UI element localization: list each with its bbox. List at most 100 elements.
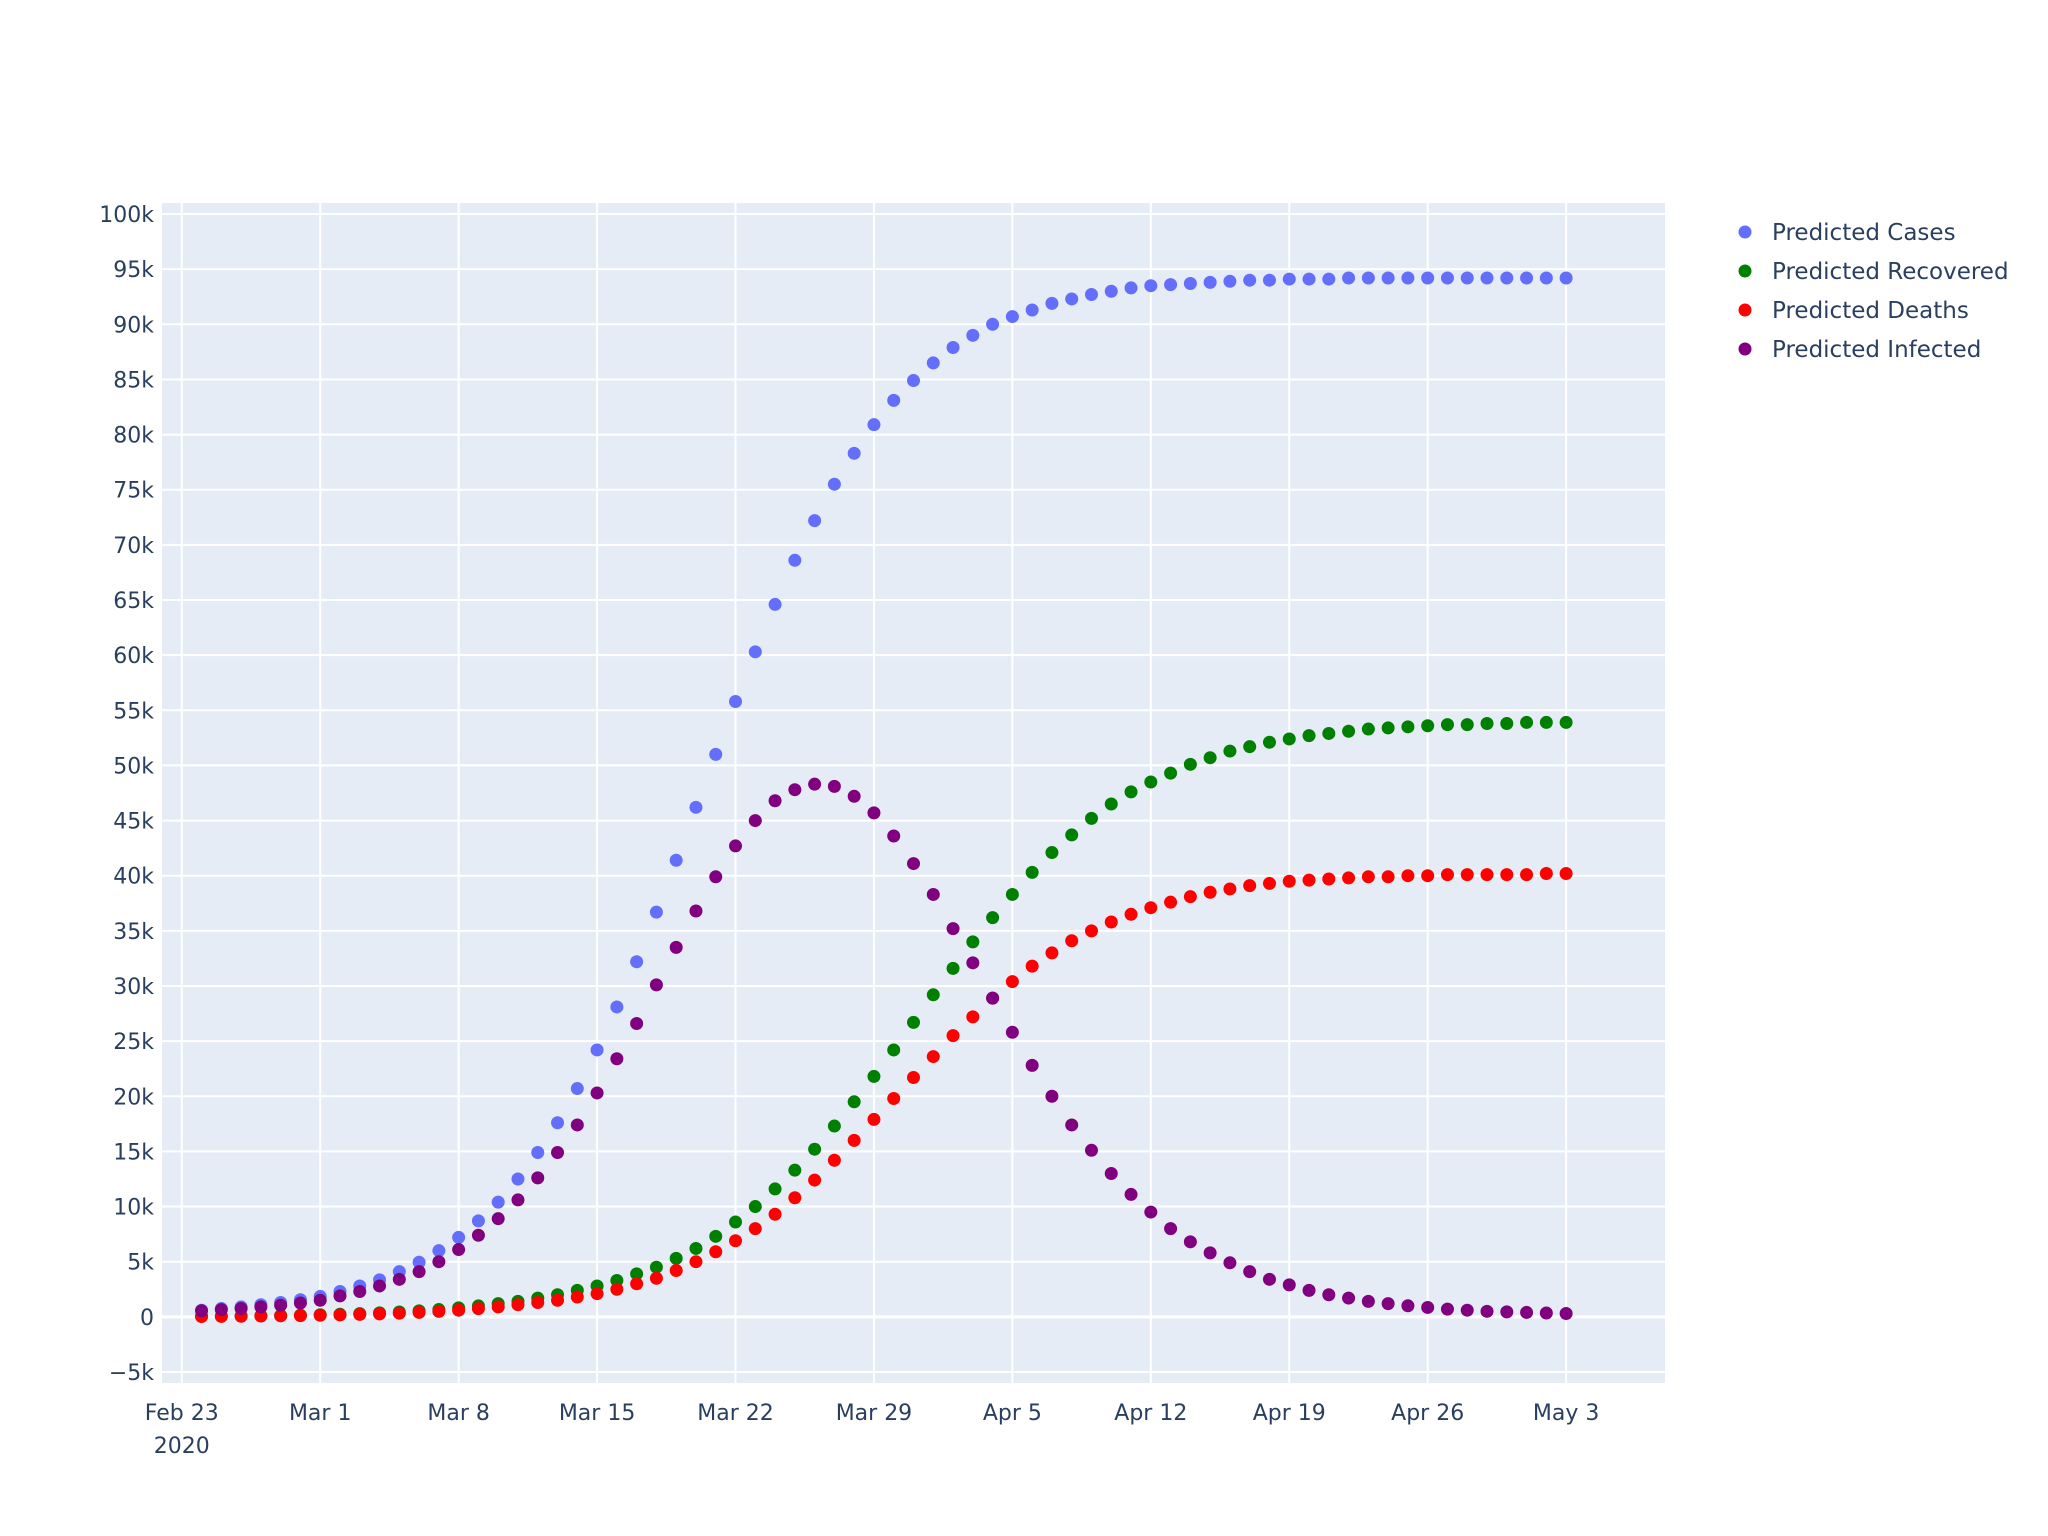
data-point [1243,1265,1257,1279]
data-point [274,1309,288,1323]
data-point [551,1116,565,1130]
data-point [293,1309,307,1323]
data-points [195,271,1573,1323]
y-tick-label: 100k [99,203,154,228]
data-point [630,955,644,969]
data-point [452,1243,466,1257]
data-point [1144,775,1158,789]
legend-label: Predicted Infected [1772,337,1981,363]
data-point [1460,868,1474,882]
data-point [1401,271,1415,285]
data-point [1104,1166,1118,1180]
y-tick-label: 60k [113,644,154,669]
data-point [392,1272,406,1286]
series-predicted-infected [195,777,1573,1321]
data-point [412,1255,426,1269]
data-point [1401,1299,1415,1313]
data-point [926,1050,940,1064]
data-point [1302,873,1316,887]
y-tick-label: 65k [113,589,154,614]
data-point [966,935,980,949]
data-point [669,1251,683,1265]
legend-marker [1738,342,1752,356]
data-point [1401,869,1415,883]
data-point [649,1260,663,1274]
y-tick-label: 45k [113,810,154,835]
data-point [1460,271,1474,285]
data-point [1480,1304,1494,1318]
y-tick-label: 90k [113,313,154,338]
data-point [1084,811,1098,825]
data-point [1223,274,1237,288]
data-point [1421,869,1435,883]
data-point [808,1173,822,1187]
data-point [867,806,881,820]
data-point [1065,1118,1079,1132]
data-point [1243,879,1257,893]
data-point [313,1293,327,1307]
data-point [1322,272,1336,286]
y-tick-label: 15k [113,1140,154,1165]
data-point [491,1300,505,1314]
legend-item: Predicted Deaths [1738,298,1969,324]
y-tick-label: −5k [109,1361,154,1386]
data-point [1243,740,1257,754]
data-point [689,1241,703,1255]
legend: Predicted Cases Predicted Recovered Predic… [1738,220,2009,363]
data-point [986,991,1000,1005]
data-point [1440,718,1454,732]
data-point [471,1302,485,1316]
data-point [570,1082,584,1096]
legend-item: Predicted Infected [1738,337,1981,363]
data-point [1164,766,1178,780]
data-point [1045,296,1059,310]
data-point [630,1267,644,1281]
data-point [1500,1305,1514,1319]
data-point [551,1146,565,1160]
data-point [729,694,743,708]
data-point [669,1264,683,1278]
data-point [1282,874,1296,888]
data-point [570,1290,584,1304]
data-point [649,978,663,992]
data-point [1401,720,1415,734]
data-point [788,783,802,797]
data-point [373,1307,387,1321]
data-point [847,1095,861,1109]
data-point [907,1015,920,1029]
data-point [1539,715,1553,729]
data-point [590,1287,604,1301]
data-point [1183,890,1197,904]
data-point [946,922,960,936]
data-point [986,911,1000,925]
data-point [392,1306,406,1320]
data-point [946,1029,960,1043]
data-point [808,1142,822,1156]
data-point [630,1016,644,1030]
data-point [1440,1302,1454,1316]
data-point [1520,1305,1534,1319]
data-point [531,1171,545,1185]
data-point [1381,1297,1395,1311]
data-point [432,1244,446,1258]
grid [162,203,1665,1383]
data-point [1084,1143,1098,1157]
data-point [669,853,683,867]
data-point [748,814,762,828]
data-point [649,1271,663,1285]
data-point [1520,715,1534,729]
data-point [847,1133,861,1147]
data-point [1223,744,1237,758]
data-point [432,1255,446,1269]
data-point [1262,1272,1276,1286]
data-point [353,1307,367,1321]
data-point [1203,1246,1217,1260]
data-point [1559,1307,1573,1321]
legend-marker [1738,225,1752,239]
data-point [1381,870,1395,884]
data-point [1203,885,1217,899]
data-point [1144,1205,1158,1219]
data-point [1282,272,1296,286]
data-point [234,1302,248,1316]
